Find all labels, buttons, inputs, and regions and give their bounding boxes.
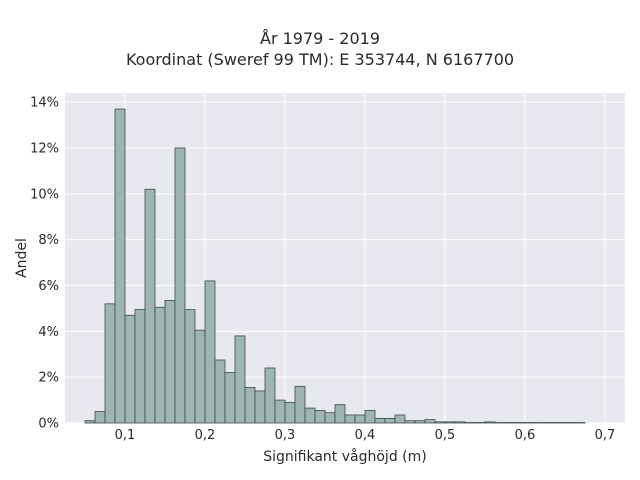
- x-tick-label: 0,3: [275, 428, 296, 443]
- y-tick-label: 10%: [30, 187, 59, 202]
- histogram-bar: [184, 309, 196, 424]
- histogram-bar: [454, 421, 466, 424]
- histogram-bar: [394, 414, 406, 424]
- histogram-bar: [484, 421, 496, 424]
- histogram-bar: [204, 280, 216, 424]
- histogram-bar: [354, 414, 366, 424]
- histogram-bar: [404, 420, 416, 424]
- histogram-bar: [284, 401, 296, 424]
- histogram-bar: [154, 306, 166, 424]
- histogram-bar: [164, 299, 176, 424]
- x-tick-label: 0,4: [355, 428, 376, 443]
- chart-title-coordinate: Koordinat (Sweref 99 TM): E 353744, N 61…: [125, 50, 515, 69]
- histogram-bar: [234, 335, 246, 424]
- histogram-bar: [244, 387, 256, 424]
- histogram-bar: [424, 419, 436, 424]
- x-tick-label: 0,7: [595, 428, 616, 443]
- histogram-bar: [124, 314, 136, 424]
- y-tick-label: 4%: [38, 325, 59, 340]
- histogram-bar: [414, 420, 426, 424]
- histogram-bar: [314, 409, 326, 424]
- histogram-bar: [194, 329, 206, 424]
- y-tick-label: 2%: [38, 371, 59, 386]
- x-tick-label: 0,2: [195, 428, 216, 443]
- histogram-bar: [104, 303, 116, 424]
- y-tick-label: 12%: [30, 142, 59, 157]
- histogram-bar: [254, 390, 266, 424]
- x-tick-label: 0,5: [435, 428, 456, 443]
- histogram-bar: [84, 420, 96, 424]
- y-tick-label: 8%: [38, 233, 59, 248]
- histogram-bar: [444, 421, 456, 424]
- histogram-bar: [344, 414, 356, 424]
- histogram-bar: [324, 412, 336, 424]
- y-tick-label: 0%: [38, 417, 59, 432]
- histogram-bar: [94, 411, 106, 424]
- histogram-bar: [334, 404, 346, 424]
- histogram-bar: [384, 418, 396, 424]
- histogram-bar: [274, 399, 286, 424]
- x-tick-label: 0,1: [115, 428, 136, 443]
- histogram-bar: [364, 409, 376, 424]
- histogram-bar: [134, 309, 146, 424]
- histogram-bar: [294, 385, 306, 424]
- histogram-bar: [214, 359, 226, 424]
- tick-labels: 0,1 0,2 0,3 0,4 0,5 0,6 0,7 0% 2% 4% 6% 8% 10% 12% 14%: [30, 96, 615, 443]
- y-tick-label: 6%: [38, 279, 59, 294]
- histogram-bar: [114, 108, 126, 424]
- histogram-bar: [144, 188, 156, 424]
- histogram-bar: [264, 367, 276, 424]
- y-tick-label: 14%: [30, 96, 59, 111]
- histogram-bar: [374, 418, 386, 424]
- x-axis-label: Signifikant våghöjd (m): [263, 448, 426, 465]
- chart-title-period: År 1979 - 2019: [260, 29, 380, 48]
- histogram-bar: [434, 421, 446, 424]
- histogram-bar: [174, 147, 186, 424]
- x-tick-label: 0,6: [515, 428, 536, 443]
- y-axis-label: Andel: [14, 238, 30, 278]
- histogram-bar: [224, 372, 236, 424]
- bars: [84, 108, 586, 424]
- histogram-bar: [304, 407, 316, 424]
